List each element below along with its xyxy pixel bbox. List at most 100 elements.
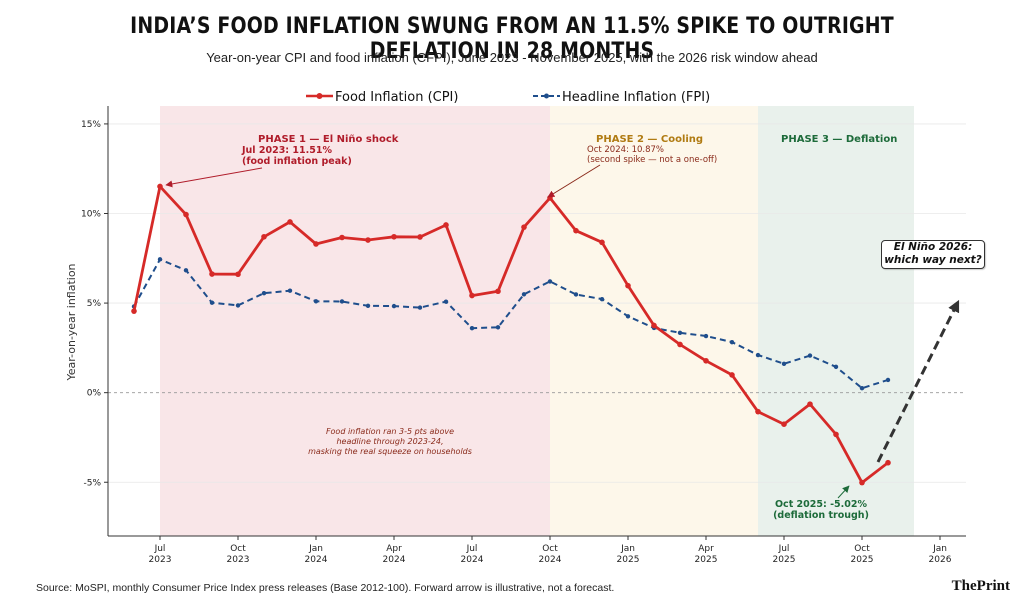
- x-tick-year-label: 2024: [305, 555, 328, 565]
- axis-ticks: 15%10%5%0%-5%Jul2023Oct2023Jan2024Apr202…: [81, 120, 952, 565]
- forward-risk-arrow: [876, 299, 960, 463]
- peak2-annotation-line2: (second spike — not a one-off): [587, 155, 717, 165]
- food-series-point: [183, 211, 189, 218]
- food-series-point: [781, 421, 787, 428]
- legend-headline-marker: [544, 93, 549, 99]
- note-line3: masking the real squeeze on households: [308, 447, 472, 456]
- food-series-point: [859, 479, 865, 486]
- food-series-point: [703, 357, 709, 364]
- legend: Food Inflation (CPI) Headline Inflation …: [306, 90, 710, 105]
- headline-series-point: [365, 303, 371, 308]
- food-series-point: [469, 292, 475, 299]
- headline-series-point: [833, 364, 839, 370]
- phase1-label: PHASE 1 — El Niño shock: [258, 134, 399, 145]
- food-series-point: [729, 372, 735, 378]
- food-series-point: [833, 431, 839, 438]
- x-tick-year-label: 2024: [383, 555, 406, 565]
- headline-series-line: [133, 258, 889, 390]
- risk-callout: El Niño 2026: which way next?: [881, 240, 985, 269]
- headline-series-point: [885, 377, 891, 383]
- x-tick-year-label: 2025: [851, 555, 874, 565]
- chart-subtitle: Year-on-year CPI and food inflation (CFP…: [206, 50, 818, 65]
- headline-series-point: [729, 339, 735, 345]
- risk-callout-line2: which way next?: [884, 254, 982, 266]
- x-tick-label: Jul: [778, 544, 790, 554]
- x-tick-label: Oct: [230, 544, 246, 554]
- trough-annotation-line1: Oct 2025: -5.02%: [775, 499, 867, 510]
- headline-series-point: [235, 303, 241, 308]
- food-series-point: [521, 224, 527, 230]
- phase3-label: PHASE 3 — Deflation: [781, 134, 897, 145]
- x-tick-year-label: 2025: [617, 555, 640, 565]
- food-series-point: [313, 241, 319, 247]
- food-series-point: [755, 408, 761, 415]
- y-tick-label: -5%: [83, 478, 101, 488]
- headline-series-point: [547, 279, 553, 284]
- x-tick-label: Jan: [620, 544, 635, 554]
- x-tick-label: Jan: [308, 544, 323, 554]
- food-series-point: [209, 271, 215, 277]
- x-tick-year-label: 2025: [773, 555, 796, 565]
- peak1-arrow: [165, 167, 263, 188]
- headline-series-point: [183, 268, 189, 273]
- legend-food-label: Food Inflation (CPI): [335, 90, 458, 105]
- food-series-point: [339, 234, 345, 241]
- peak2-annotation-line1: Oct 2024: 10.87%: [587, 145, 664, 155]
- food-series-point: [157, 183, 163, 190]
- x-tick-label: Apr: [698, 544, 714, 554]
- headline-series-point: [625, 314, 631, 319]
- x-tick-label: Jul: [154, 544, 166, 554]
- phase2-label: PHASE 2 — Cooling: [596, 134, 703, 145]
- brand-logo: ThePrint: [951, 578, 1010, 594]
- y-tick-label: 5%: [87, 299, 102, 309]
- risk-callout-line1: El Niño 2026:: [893, 241, 973, 253]
- food-series-point: [677, 341, 683, 348]
- headline-series-point: [391, 303, 397, 309]
- headline-series-point: [521, 292, 527, 297]
- x-tick-year-label: 2024: [461, 555, 484, 565]
- headline-series-point: [417, 305, 423, 310]
- headline-series-point: [781, 361, 787, 367]
- headline-series-point: [339, 299, 345, 304]
- headline-series-point: [261, 291, 267, 296]
- food-series-point: [651, 322, 657, 329]
- food-series-point: [235, 271, 241, 278]
- legend-food-marker: [316, 93, 323, 99]
- headline-series-point: [807, 353, 813, 358]
- peak1-annotation-line2: (food inflation peak): [242, 156, 352, 167]
- headline-series-point: [495, 325, 501, 330]
- trough-annotation-line2: (deflation trough): [773, 510, 869, 521]
- phase-band-1: [160, 106, 550, 536]
- headline-series-point: [287, 288, 293, 293]
- y-tick-label: 10%: [81, 210, 101, 220]
- food-series-point: [625, 282, 631, 289]
- headline-series-point: [599, 296, 605, 302]
- headline-series-point: [313, 299, 319, 304]
- food-series-line: [132, 184, 889, 485]
- note-line2: headline through 2023-24,: [336, 437, 443, 446]
- food-series-point: [599, 239, 605, 246]
- grid-lines: [108, 123, 966, 483]
- x-tick-label: Oct: [542, 544, 558, 554]
- x-tick-year-label: 2025: [695, 555, 718, 565]
- headline-series-point: [755, 352, 761, 358]
- note-line1: Food inflation ran 3-5 pts above: [326, 427, 454, 436]
- phase-bands: [160, 106, 914, 536]
- food-series-point: [443, 222, 449, 228]
- source-note: Source: MoSPI, monthly Consumer Price In…: [36, 582, 615, 594]
- y-tick-label: 15%: [81, 120, 101, 130]
- food-series-point: [287, 219, 293, 225]
- x-tick-label: Oct: [854, 544, 870, 554]
- food-series-point: [573, 227, 579, 234]
- headline-series-point: [157, 257, 163, 262]
- food-series-point: [495, 288, 501, 295]
- phase-band-2: [550, 106, 758, 536]
- food-series-point: [417, 234, 423, 240]
- series-lines: [131, 183, 891, 486]
- food-series-point: [365, 237, 371, 243]
- x-tick-label: Jan: [932, 544, 947, 554]
- trough-arrow: [837, 485, 850, 499]
- food-series-point: [261, 233, 267, 240]
- food-series-point: [807, 401, 813, 407]
- legend-headline-label: Headline Inflation (FPI): [562, 90, 710, 105]
